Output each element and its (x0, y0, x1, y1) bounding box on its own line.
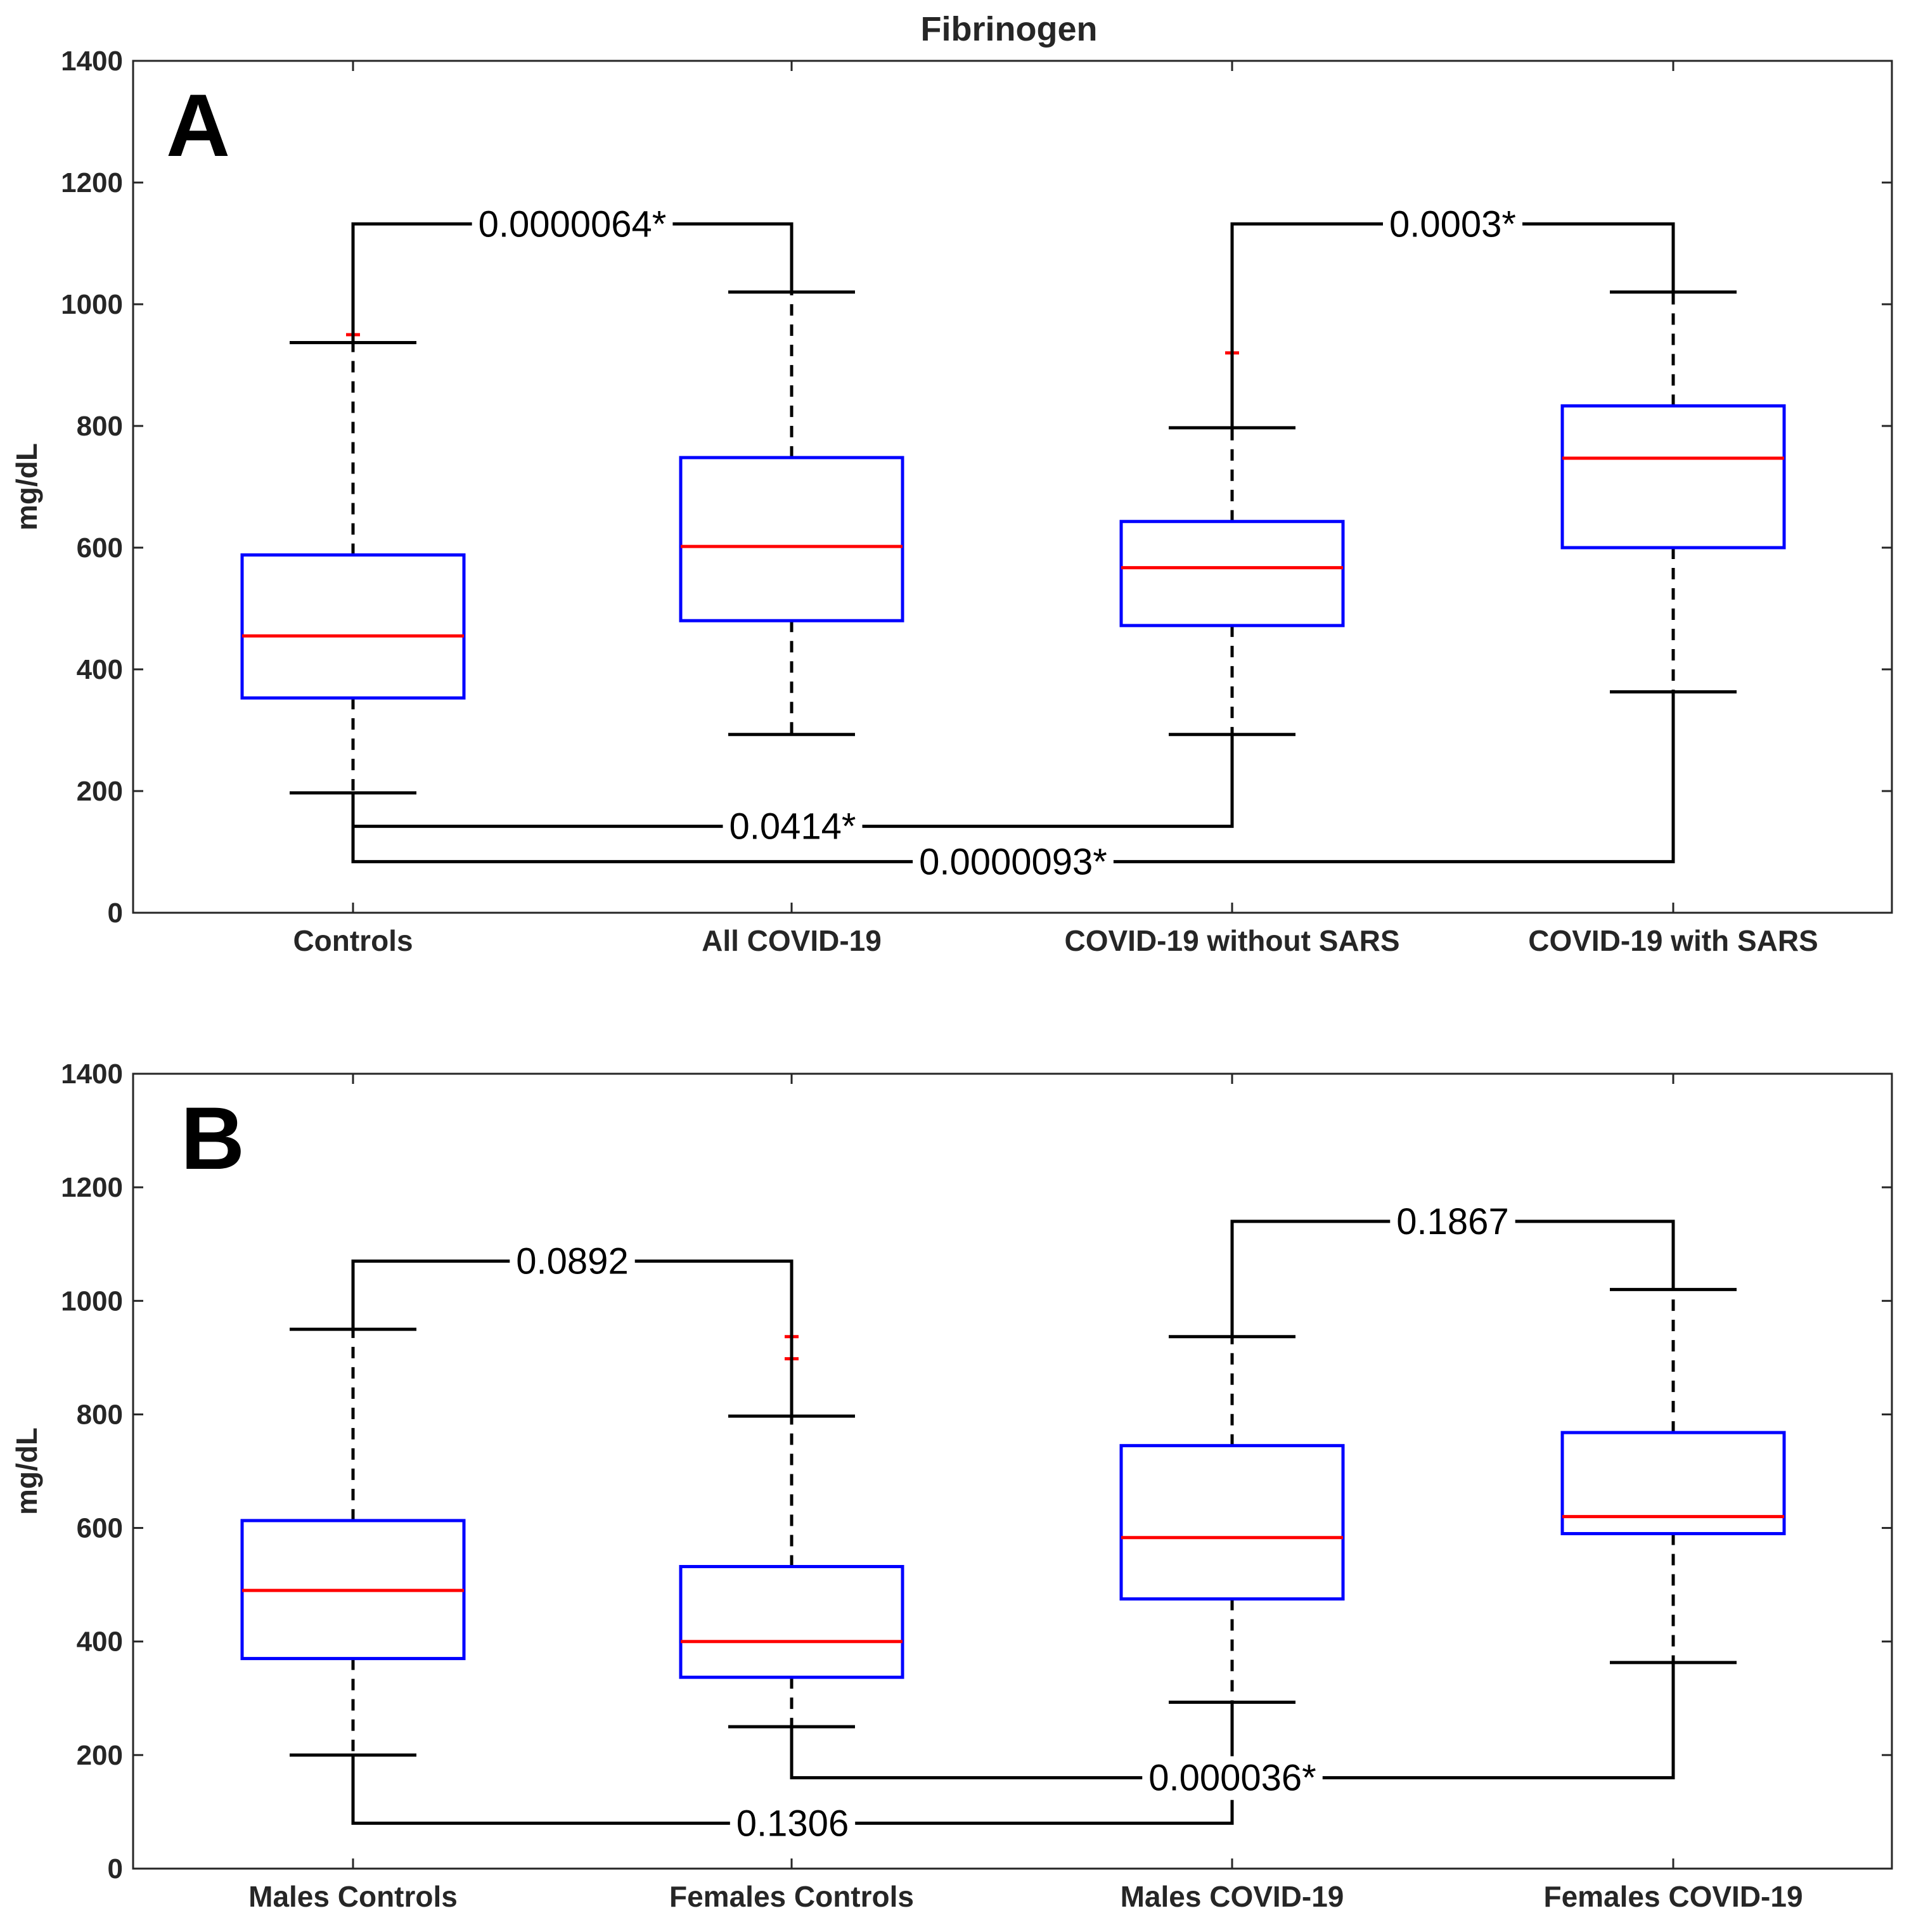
p-value-label-bg (1383, 202, 1522, 247)
p-value-label-bg (913, 840, 1114, 884)
category-label: Controls (293, 924, 413, 957)
y-tick-label: 1000 (61, 289, 123, 320)
y-tick-label: 1400 (61, 1059, 123, 1090)
comparison-bracket: 0.1867 (1230, 1199, 1675, 1337)
y-tick-label: 200 (77, 1740, 123, 1771)
p-value-label-bg (723, 804, 863, 849)
y-tick-label: 1200 (61, 1172, 123, 1203)
comparison-bracket: 0.000036* (790, 1662, 1675, 1800)
box-4 (1560, 290, 1786, 694)
plot-frame (132, 1072, 1893, 1870)
box-2 (679, 290, 904, 737)
figure-title: Fibrinogen (921, 10, 1098, 48)
iqr-box (1119, 520, 1345, 628)
y-tick-label: 400 (77, 1626, 123, 1658)
category-label: Females COVID-19 (1543, 1880, 1803, 1913)
comparison-bracket: 0.0414* (351, 734, 1234, 849)
category-label: COVID-19 with SARS (1528, 924, 1818, 957)
p-value-label: 0.1867 (1396, 1201, 1508, 1242)
category-label: Females Controls (669, 1880, 914, 1913)
bracket-line (351, 1259, 794, 1417)
y-tick-label: 1000 (61, 1285, 123, 1317)
p-value-label: 0.0000093* (919, 841, 1107, 882)
p-value-label-bg (472, 202, 673, 247)
y-axis-label: mg/dL (10, 443, 43, 531)
comparison-bracket: 0.0000093* (351, 692, 1675, 884)
box-1 (240, 328, 466, 795)
y-tick-label: 600 (77, 1513, 123, 1544)
y-tick-label: 0 (108, 1853, 123, 1884)
panel-a: 0 200 400 600 800 1000 1200 1400 mg/dL A Controls A… (10, 46, 1893, 957)
y-tick-label: 1200 (61, 167, 123, 198)
bracket-line (351, 692, 1675, 863)
comparison-bracket: 0.0892 (351, 1239, 794, 1417)
iqr-box (1560, 1431, 1786, 1536)
plot-frame (132, 60, 1893, 914)
y-axis-label: mg/dL (10, 1427, 43, 1515)
y-tick-label: 400 (77, 654, 123, 685)
y-tick-label: 800 (77, 411, 123, 442)
box-3 (1119, 1335, 1345, 1704)
box-4 (1560, 1287, 1786, 1665)
box-1 (240, 1327, 466, 1757)
comparison-bracket: 0.0000064* (351, 202, 794, 343)
y-tick-label: 200 (77, 776, 123, 807)
y-tick-label: 600 (77, 532, 123, 564)
p-value-label-bg (730, 1801, 856, 1846)
iqr-box (679, 456, 904, 622)
p-value-label: 0.0892 (516, 1241, 628, 1282)
p-value-label: 0.0000064* (479, 203, 667, 245)
p-value-label: 0.1306 (736, 1803, 849, 1844)
p-value-label-bg (1142, 1756, 1323, 1800)
p-value-label: 0.0003* (1389, 203, 1516, 245)
panel-letter: B (181, 1088, 245, 1188)
comparison-bracket: 0.0003* (1230, 202, 1675, 428)
y-tick-label: 1400 (61, 46, 123, 77)
iqr-box (240, 553, 466, 700)
p-value-label-bg (510, 1239, 635, 1284)
y-tick-label: 0 (108, 898, 123, 929)
p-value-label: 0.0414* (730, 806, 856, 847)
category-label: COVID-19 without SARS (1064, 924, 1399, 957)
y-tick-label: 800 (77, 1399, 123, 1430)
panel-b: 0 200 400 600 800 1000 1200 1400 mg/dL B Males Con… (10, 1059, 1893, 1913)
iqr-box (679, 1564, 904, 1679)
bracket-line (1230, 222, 1675, 428)
p-value-label-bg (1390, 1199, 1515, 1244)
iqr-box (1119, 1444, 1345, 1601)
category-label: Males COVID-19 (1121, 1880, 1344, 1913)
iqr-box (1560, 404, 1786, 550)
p-value-label: 0.000036* (1148, 1758, 1316, 1799)
category-label: Males Controls (248, 1880, 458, 1913)
category-label: All COVID-19 (702, 924, 882, 957)
panel-letter: A (166, 75, 230, 175)
